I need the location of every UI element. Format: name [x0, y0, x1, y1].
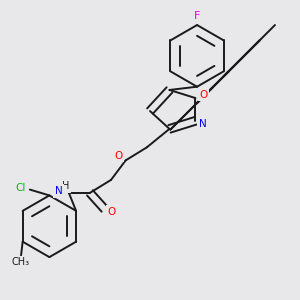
Text: O: O — [114, 151, 123, 160]
Text: H: H — [62, 182, 69, 191]
Text: O: O — [200, 90, 208, 100]
Text: N: N — [199, 119, 206, 129]
Text: Cl: Cl — [16, 183, 26, 193]
Text: N: N — [55, 186, 62, 196]
Text: CH₃: CH₃ — [12, 257, 30, 268]
Text: F: F — [194, 11, 200, 21]
Text: O: O — [108, 207, 116, 217]
